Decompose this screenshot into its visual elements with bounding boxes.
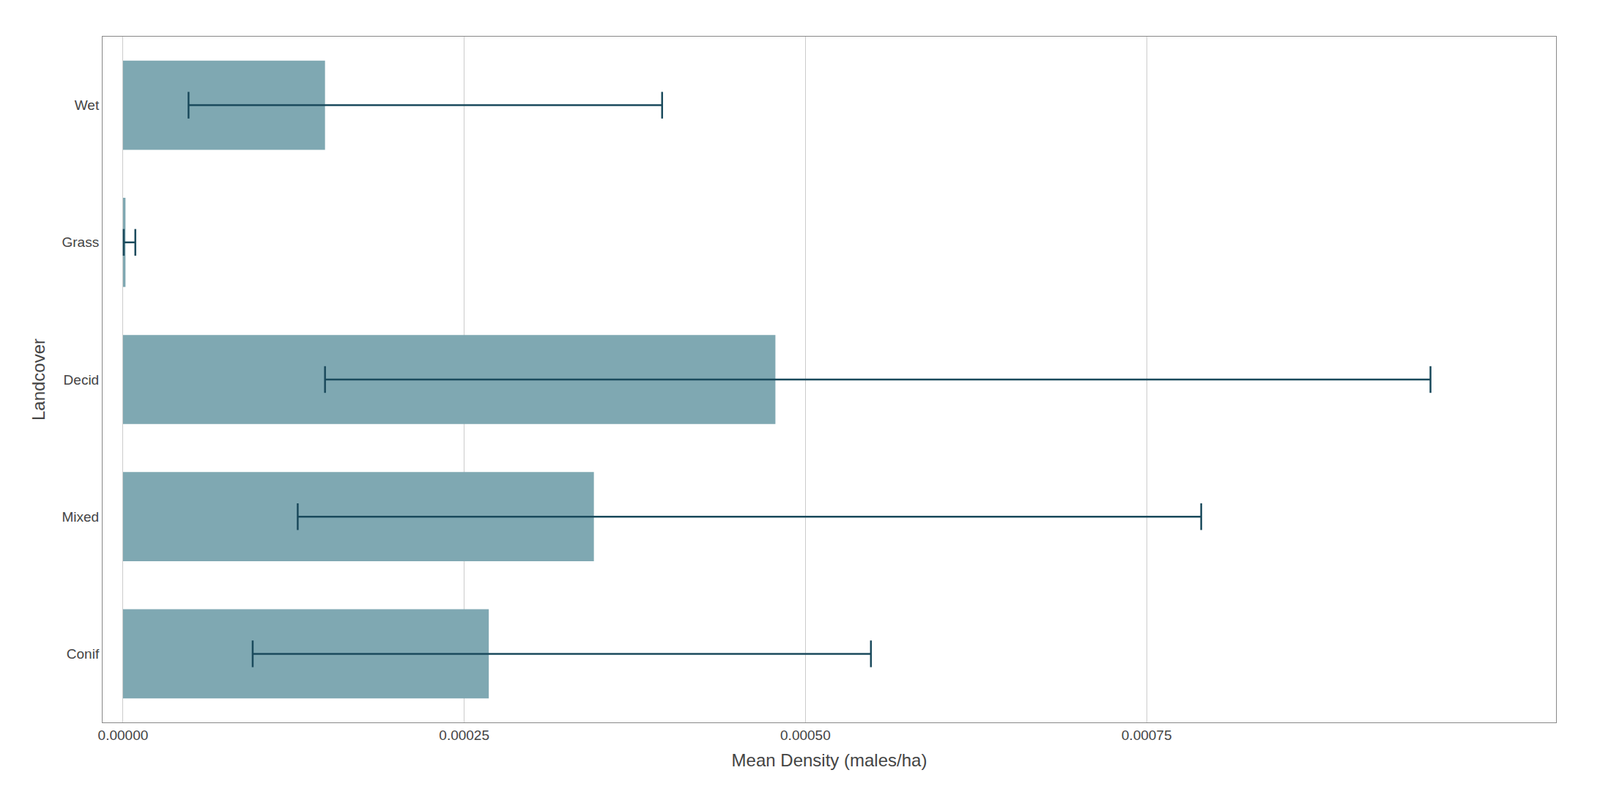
svg-text:Mean Density (males/ha): Mean Density (males/ha) bbox=[731, 750, 928, 770]
svg-text:0.00025: 0.00025 bbox=[438, 727, 490, 743]
svg-text:0.00050: 0.00050 bbox=[780, 727, 831, 743]
svg-text:Conif: Conif bbox=[66, 646, 100, 662]
svg-text:0.00075: 0.00075 bbox=[1121, 727, 1173, 743]
svg-text:Wet: Wet bbox=[74, 97, 100, 113]
svg-text:Landcover: Landcover bbox=[28, 338, 49, 421]
svg-text:Mixed: Mixed bbox=[62, 509, 100, 525]
svg-text:Decid: Decid bbox=[63, 372, 100, 388]
svg-text:0.00000: 0.00000 bbox=[98, 727, 149, 743]
svg-text:Grass: Grass bbox=[62, 234, 100, 250]
